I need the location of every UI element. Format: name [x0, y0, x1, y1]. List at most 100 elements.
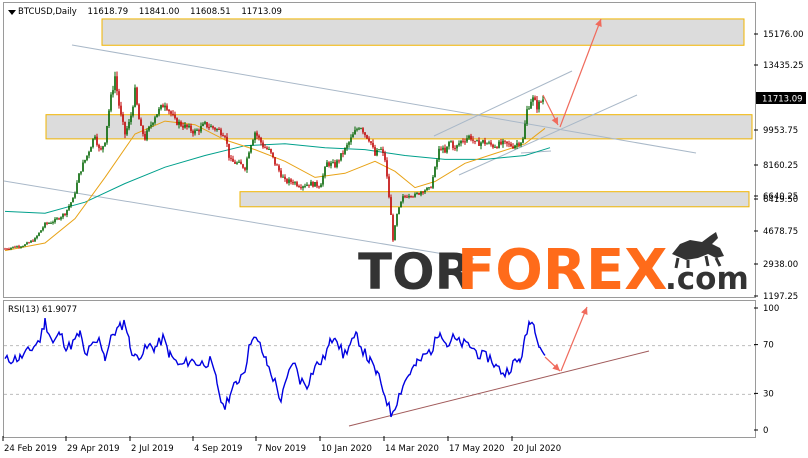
candle-body	[246, 158, 248, 170]
candle-body	[506, 141, 508, 144]
date-tick-label: 20 Jul 2020	[513, 444, 561, 454]
candle-body	[66, 209, 68, 216]
candle-body	[122, 114, 124, 122]
candle-body	[406, 196, 408, 198]
rsi-down-arrow-head	[552, 363, 560, 371]
candle-body	[438, 148, 440, 160]
candle-body	[166, 105, 168, 110]
candle-body	[262, 142, 264, 148]
candle-body	[318, 186, 320, 188]
sr-zone	[101, 18, 745, 46]
candle-body	[500, 141, 502, 145]
up-arrow-head	[595, 19, 602, 27]
candle-body	[404, 196, 406, 198]
candle-body	[220, 129, 222, 136]
candle-body	[466, 138, 468, 142]
candle-body	[236, 162, 238, 164]
candle-body	[352, 134, 354, 138]
date-tick-label: 7 Nov 2019	[257, 444, 306, 454]
candle-body	[436, 159, 438, 167]
candle-body	[224, 136, 226, 138]
candle-body	[260, 137, 262, 143]
candle-body	[244, 167, 246, 170]
candle-body	[484, 140, 486, 144]
candle-body	[78, 173, 80, 183]
candle-body	[240, 161, 242, 165]
candle-body	[296, 182, 298, 186]
candle-body	[344, 148, 346, 154]
candle-body	[84, 159, 86, 163]
candle-body	[146, 130, 148, 140]
price-tick-label: 6419.50	[763, 195, 798, 205]
trend-line	[433, 70, 573, 137]
candle-body	[510, 143, 512, 147]
rsi-panel[interactable]: RSI(13) 61.9077	[3, 300, 756, 438]
candle-body	[152, 122, 154, 125]
candle-body	[304, 185, 306, 187]
candle-body	[124, 121, 126, 135]
candle-body	[20, 246, 22, 248]
rsi-arrows	[544, 306, 588, 372]
candle-body	[72, 197, 74, 203]
candle-body	[182, 125, 184, 128]
candle-body	[350, 137, 352, 143]
candle-body	[300, 187, 302, 189]
candle-body	[380, 149, 382, 151]
candle-body	[132, 106, 134, 116]
candle-body	[108, 110, 110, 126]
candle-body	[394, 225, 396, 241]
candle-body	[258, 135, 260, 138]
candle-body	[542, 99, 544, 102]
price-chart-panel[interactable]: BTCUSD,Daily 11618.79 11841.00 11608.51 …	[3, 2, 756, 298]
candle-body	[472, 139, 474, 141]
candle-body	[140, 119, 142, 126]
candle-body	[106, 125, 108, 143]
candle-body	[528, 108, 530, 110]
candle-body	[44, 222, 46, 228]
candle-body	[434, 166, 436, 177]
candle-body	[534, 97, 536, 101]
candle-body	[256, 132, 258, 136]
candle-body	[162, 105, 164, 108]
trend-line	[71, 44, 697, 154]
candle-body	[56, 218, 58, 220]
candle-body	[32, 240, 34, 242]
candle-body	[288, 179, 290, 183]
candle-body	[164, 105, 166, 108]
candle-body	[474, 140, 476, 142]
candle-body	[176, 118, 178, 125]
candle-body	[82, 162, 84, 172]
candle-body	[358, 128, 360, 130]
candle-body	[362, 128, 364, 133]
current-price-label: 11713.09	[762, 95, 803, 105]
candle-body	[14, 246, 16, 248]
candle-body	[60, 217, 62, 220]
candle-body	[144, 133, 146, 140]
trend-line	[458, 94, 638, 176]
current-price-badge	[756, 92, 806, 104]
candle-body	[502, 140, 504, 145]
candle-body	[216, 128, 218, 130]
candle-body	[428, 187, 430, 189]
candle-body	[18, 246, 20, 248]
candle-body	[530, 101, 532, 109]
candle-body	[464, 141, 466, 143]
candle-body	[88, 151, 90, 156]
candle-body	[294, 182, 296, 184]
candle-body	[112, 90, 114, 95]
candle-body	[400, 201, 402, 208]
candle-body	[328, 162, 330, 166]
date-tick-label: 4 Sep 2019	[194, 444, 242, 454]
candle-body	[332, 162, 334, 164]
price-tick-label: 4678.75	[763, 227, 798, 237]
candle-body	[368, 138, 370, 142]
candle-body	[170, 111, 172, 114]
candle-body	[230, 157, 232, 159]
candle-body	[218, 128, 220, 130]
candle-body	[410, 196, 412, 198]
candle-body	[204, 122, 206, 124]
candle-body	[42, 227, 44, 231]
symbol-dropdown-icon[interactable]	[8, 10, 16, 15]
candle-body	[232, 158, 234, 162]
candle-body	[6, 248, 8, 250]
